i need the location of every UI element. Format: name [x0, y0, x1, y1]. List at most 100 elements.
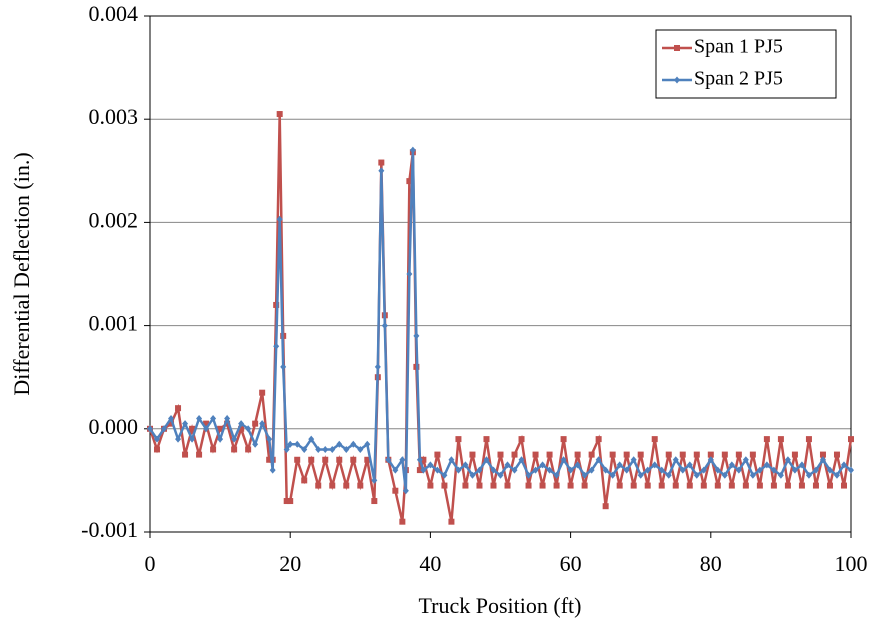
- marker: [833, 451, 840, 458]
- marker: [455, 436, 462, 443]
- marker: [406, 178, 413, 185]
- marker: [266, 456, 273, 463]
- marker: [595, 436, 602, 443]
- marker: [182, 420, 189, 428]
- legend-box: [655, 29, 837, 99]
- marker: [385, 456, 392, 464]
- marker: [553, 471, 560, 479]
- marker: [630, 456, 637, 464]
- marker: [210, 414, 217, 422]
- marker: [245, 446, 252, 453]
- marker: [714, 466, 721, 474]
- marker: [784, 482, 791, 489]
- marker: [574, 451, 581, 458]
- marker: [539, 461, 546, 469]
- legend-marker: [674, 45, 680, 51]
- marker: [189, 425, 196, 432]
- marker: [749, 451, 756, 458]
- marker: [350, 456, 357, 463]
- marker: [777, 436, 784, 443]
- series-line: [148, 150, 852, 491]
- marker: [252, 440, 259, 448]
- marker: [756, 482, 763, 489]
- marker: [374, 363, 381, 371]
- marker: [672, 456, 679, 464]
- marker: [693, 471, 700, 479]
- marker: [196, 451, 203, 458]
- marker: [308, 435, 315, 443]
- marker: [840, 482, 847, 489]
- marker: [441, 471, 448, 479]
- marker: [574, 461, 581, 469]
- marker: [203, 420, 210, 427]
- marker: [784, 456, 791, 464]
- y-tick-label: 0.001: [89, 311, 139, 336]
- y-tick-label: 0.003: [89, 104, 139, 129]
- marker: [231, 435, 238, 443]
- marker: [497, 451, 504, 458]
- marker: [301, 477, 308, 484]
- marker: [462, 482, 469, 489]
- marker: [525, 482, 532, 489]
- marker: [371, 476, 378, 484]
- marker: [679, 451, 686, 458]
- marker: [343, 482, 350, 489]
- marker: [441, 482, 448, 489]
- marker: [658, 482, 665, 489]
- marker: [427, 461, 434, 469]
- marker: [749, 471, 756, 479]
- marker: [777, 471, 784, 479]
- marker: [343, 445, 350, 453]
- marker: [364, 456, 371, 463]
- marker: [287, 498, 294, 505]
- marker: [420, 466, 427, 474]
- marker: [707, 456, 714, 464]
- marker: [848, 436, 854, 443]
- marker: [182, 451, 189, 458]
- marker: [357, 482, 364, 489]
- marker: [686, 482, 693, 489]
- marker: [336, 440, 343, 448]
- marker: [196, 414, 203, 422]
- marker: [413, 332, 420, 340]
- marker: [567, 482, 574, 489]
- marker: [518, 436, 525, 443]
- marker: [679, 466, 686, 474]
- marker: [735, 466, 742, 474]
- x-tick-label: 60: [560, 551, 582, 576]
- marker: [409, 146, 416, 154]
- marker: [269, 466, 276, 474]
- marker: [434, 451, 441, 458]
- marker: [819, 456, 826, 464]
- marker: [756, 466, 763, 474]
- marker: [833, 471, 840, 479]
- x-tick-label: 80: [700, 551, 722, 576]
- marker: [511, 466, 518, 474]
- marker: [189, 435, 196, 443]
- marker: [168, 414, 175, 422]
- marker: [280, 363, 287, 371]
- marker: [371, 498, 378, 505]
- marker: [693, 451, 700, 458]
- marker: [504, 461, 511, 469]
- marker: [497, 471, 504, 479]
- marker: [651, 461, 658, 469]
- marker: [560, 436, 567, 443]
- marker: [301, 445, 308, 453]
- marker: [329, 445, 336, 453]
- marker: [609, 471, 616, 479]
- marker: [812, 466, 819, 474]
- marker: [276, 215, 283, 223]
- marker: [791, 451, 798, 458]
- marker: [154, 435, 161, 443]
- marker: [539, 482, 546, 489]
- marker: [560, 456, 567, 464]
- marker: [455, 466, 462, 474]
- marker: [154, 446, 161, 453]
- legend-marker: [674, 76, 680, 84]
- marker: [532, 451, 539, 458]
- marker: [315, 445, 322, 453]
- marker: [427, 482, 434, 489]
- marker: [812, 482, 819, 489]
